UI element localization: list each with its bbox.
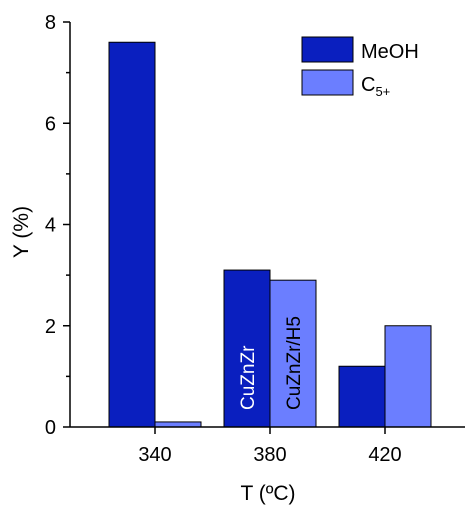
y-tick-label: 4 <box>45 215 56 237</box>
y-tick-label: 8 <box>45 12 56 34</box>
legend-label-meoh: MeOH <box>361 41 419 63</box>
bar-annotation-cuznzr: CuZnZr <box>238 345 259 410</box>
bar-meoh-340 <box>108 41 156 428</box>
y-tick-label: 2 <box>45 316 56 338</box>
x-tick-label: 380 <box>253 444 286 466</box>
x-axis-label: T (ºC) <box>240 482 295 505</box>
bar-meoh-380 <box>223 269 271 428</box>
legend-label-c5-base: C <box>361 74 375 96</box>
bar-c5-340 <box>154 421 202 428</box>
legend-swatch-meoh <box>301 36 354 63</box>
y-axis-label: Y (%) <box>10 206 33 258</box>
y-tick-label: 6 <box>45 113 56 135</box>
y-tick-label: 0 <box>45 417 56 439</box>
bar-meoh-420 <box>338 365 386 428</box>
bar-c5-380 <box>269 279 317 428</box>
bar-c5-420 <box>384 325 432 428</box>
legend-label-c5: C5+ <box>361 74 390 99</box>
x-ticks-layer: 340 380 420 <box>138 427 402 466</box>
legend: MeOH C5+ <box>301 36 419 99</box>
x-tick-label: 420 <box>368 444 401 466</box>
bars-layer <box>108 41 432 428</box>
bar-annotation-cuznzr-h5: CuZnZr/H5 <box>284 316 305 410</box>
x-tick-label: 340 <box>138 444 171 466</box>
annotations-layer: CuZnZr CuZnZr/H5 <box>238 316 305 410</box>
y-ticks-layer: 0 2 4 6 8 <box>45 12 70 439</box>
legend-label-c5-sub: 5+ <box>375 84 390 99</box>
legend-swatch-c5 <box>301 69 354 96</box>
